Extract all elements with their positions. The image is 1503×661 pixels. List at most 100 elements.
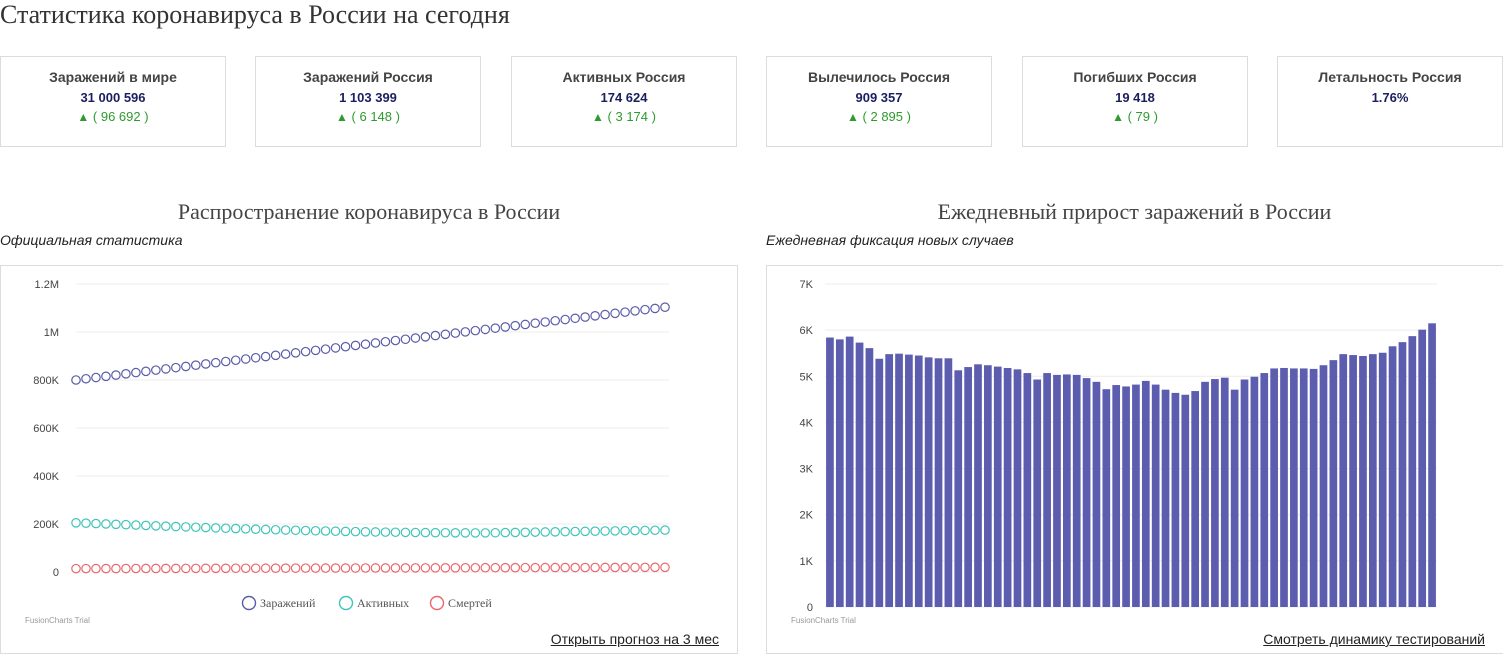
data-point (420, 527, 431, 538)
stat-card-delta: ▲ ( 6 148 ) (256, 109, 480, 124)
data-point (630, 306, 640, 316)
deaths-series (71, 562, 670, 574)
data-point (490, 562, 501, 573)
data-point (360, 563, 371, 573)
data-point (430, 330, 441, 341)
data-point (470, 562, 481, 573)
bar (1013, 369, 1022, 607)
data-point (440, 527, 451, 538)
y-tick-label: 5K (800, 371, 814, 383)
stat-card-world-infected: Заражений в мире 31 000 596 ▲ ( 96 692 ) (0, 56, 226, 147)
data-point (280, 349, 291, 359)
forecast-link[interactable]: Открыть прогноз на 3 мес (550, 631, 719, 647)
data-point (161, 364, 171, 374)
data-point (151, 563, 161, 574)
data-point (330, 526, 341, 537)
data-point (370, 563, 381, 573)
stat-card-russia-deaths: Погибших Россия 19 418 ▲ ( 79 ) (1022, 56, 1248, 147)
data-point (320, 563, 331, 573)
data-point (101, 519, 111, 529)
up-arrow-icon: ▲ (1112, 110, 1124, 124)
data-point (600, 526, 610, 536)
stat-card-delta-value: ( 79 ) (1127, 109, 1158, 124)
data-point (320, 344, 331, 354)
daily-chart-panel: 0 1K 2K 3K 4K 5K 6K 7K FusionCharts Trial Смотре… (766, 265, 1503, 654)
data-point (330, 343, 341, 353)
data-point (141, 366, 151, 377)
data-point (250, 524, 261, 534)
stat-card-value: 31 000 596 (80, 90, 146, 105)
data-point (250, 352, 261, 363)
bar (984, 365, 992, 607)
data-point (101, 371, 111, 382)
data-point (111, 519, 121, 530)
stat-card-value: 1 103 399 (339, 90, 397, 105)
bar (1092, 381, 1101, 607)
data-point (510, 320, 521, 331)
data-point (171, 521, 181, 532)
bar (895, 353, 903, 607)
bar (954, 370, 963, 607)
spread-chart-title: Распространение коронавируса в России (177, 199, 561, 224)
bar (934, 358, 943, 607)
data-point (560, 562, 570, 573)
data-point (430, 527, 441, 538)
data-point (540, 527, 551, 537)
data-point (450, 563, 461, 573)
data-point (350, 563, 361, 573)
data-point (500, 562, 511, 573)
legend-label: Активных (357, 596, 409, 610)
data-point (151, 365, 161, 375)
y-tick-label: 800K (33, 375, 59, 387)
data-point (370, 527, 381, 537)
bar (1240, 379, 1249, 607)
stat-card-delta: ▲ ( 79 ) (1023, 109, 1247, 124)
data-point (190, 360, 201, 370)
data-point (420, 563, 431, 573)
bar (1211, 379, 1219, 607)
bar (1122, 386, 1130, 607)
data-point (530, 527, 541, 537)
data-point (151, 521, 161, 531)
data-point (570, 313, 580, 324)
data-point (400, 334, 411, 345)
data-point (230, 523, 241, 534)
data-point (480, 528, 491, 538)
up-arrow-icon: ▲ (336, 110, 348, 124)
data-point (121, 519, 131, 530)
data-point (260, 351, 271, 362)
bar (1378, 352, 1387, 607)
data-point (490, 323, 501, 333)
data-point (300, 563, 311, 573)
legend-marker (338, 595, 354, 611)
data-point (600, 562, 610, 573)
testing-dynamics-link[interactable]: Смотреть динамику тестирований (1263, 631, 1485, 647)
bar (1082, 378, 1091, 607)
bar (1280, 367, 1288, 607)
infected-series (71, 302, 670, 385)
data-point (81, 563, 91, 574)
bar (1309, 368, 1318, 607)
bar (924, 357, 933, 607)
data-point (660, 302, 670, 312)
y-tick-label: 1M (44, 327, 59, 339)
data-point (240, 563, 251, 574)
stat-card-title: Заражений Россия (303, 69, 433, 85)
data-point (240, 524, 251, 534)
data-point (310, 563, 321, 573)
data-point (121, 369, 131, 379)
data-point (520, 527, 531, 538)
bar (1181, 394, 1190, 607)
stat-card-russia-lethality: Летальность Россия 1.76% (1277, 56, 1503, 147)
stat-card-delta-value: ( 6 148 ) (351, 109, 400, 124)
data-point (660, 562, 670, 573)
data-point (350, 340, 361, 351)
data-point (71, 375, 81, 385)
stat-card-russia-active: Активных Россия 174 624 ▲ ( 3 174 ) (511, 56, 737, 147)
y-tick-label: 0 (53, 567, 59, 579)
data-point (290, 563, 301, 573)
data-point (630, 525, 640, 536)
bar (1072, 374, 1081, 607)
data-point (400, 527, 411, 538)
bar (1408, 336, 1417, 607)
